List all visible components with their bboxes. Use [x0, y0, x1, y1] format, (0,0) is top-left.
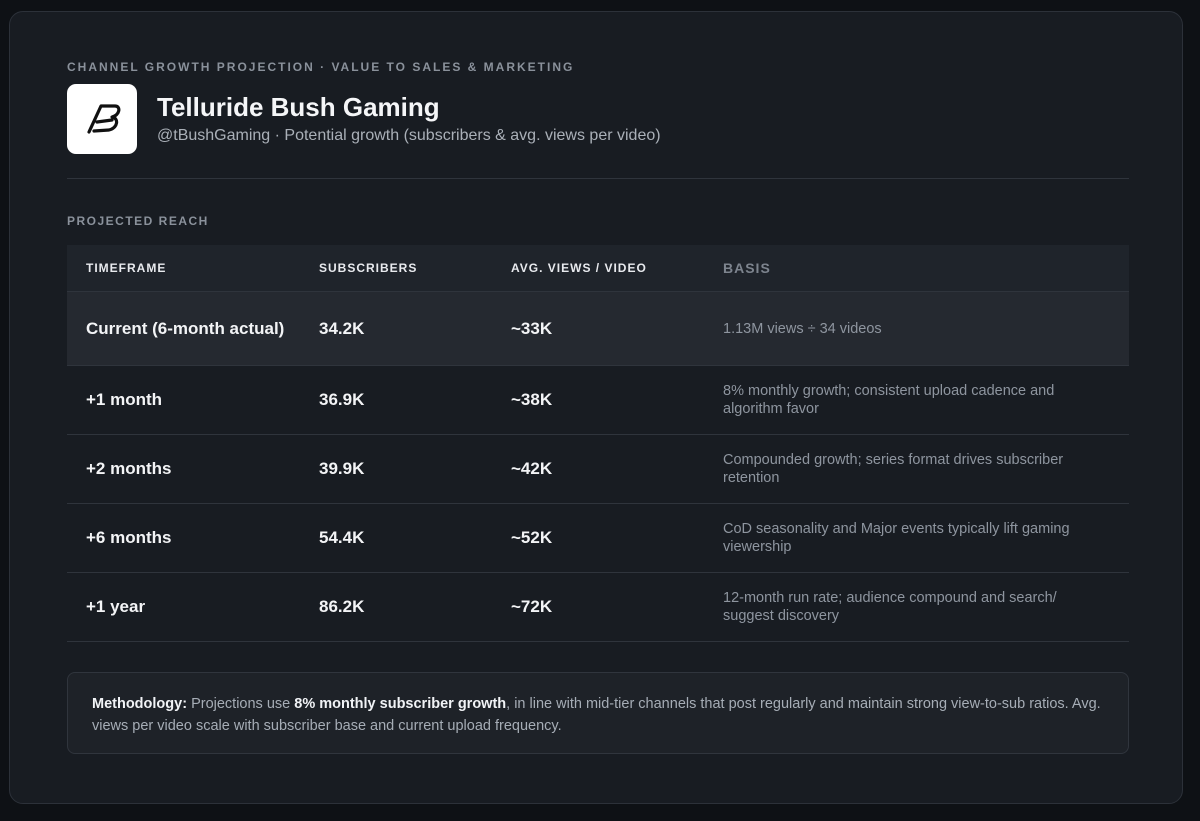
subscribers-cell: 36.9K	[300, 365, 492, 435]
timeframe-cell: +1 year	[67, 572, 300, 642]
basis-cell: Compounded growth; series format drives …	[704, 434, 1129, 504]
subscribers-cell: 54.4K	[300, 503, 492, 573]
views-cell: ~72K	[492, 572, 704, 642]
channel-logo	[67, 84, 137, 154]
basis-cell: CoD seasonality and Major events typical…	[704, 503, 1129, 573]
divider	[67, 178, 1129, 179]
timeframe-cell: Current (6-month actual)	[67, 291, 300, 366]
header-row: TIMEFRAME SUBSCRIBERS AVG. VIEWS / VIDEO…	[67, 245, 1129, 292]
table-row: +1 year 86.2K ~72K 12-month run rate; audie…	[67, 572, 1129, 642]
methodology-text: , in line with mid-tier channels that po…	[92, 696, 1101, 734]
views-cell: ~33K	[492, 291, 704, 366]
table-row: +1 month 36.9K ~38K 8% monthly growth; cons…	[67, 365, 1129, 435]
methodology-highlight: 8% monthly subscriber growth	[294, 696, 507, 712]
header-cell: SUBSCRIBERS	[300, 245, 492, 292]
basis-cell: 8% monthly growth; consistent upload cad…	[704, 365, 1129, 435]
table-row: +2 months 39.9K ~42K Compounded growth; ser…	[67, 434, 1129, 504]
table-body: Current (6-month actual) 34.2K ~33K 1.13M v…	[67, 291, 1129, 642]
basis-cell: 1.13M views ÷ 34 videos	[704, 291, 1129, 366]
projection-table: TIMEFRAME SUBSCRIBERS AVG. VIEWS / VIDEO…	[67, 245, 1129, 642]
table-head: TIMEFRAME SUBSCRIBERS AVG. VIEWS / VIDEO…	[67, 245, 1129, 292]
subscribers-cell: 34.2K	[300, 291, 492, 366]
header-cell: BASIS	[704, 245, 1129, 292]
timeframe-cell: +6 months	[67, 503, 300, 573]
eyebrow: CHANNEL GROWTH PROJECTION · VALUE TO SAL…	[67, 60, 575, 74]
views-cell: ~52K	[492, 503, 704, 573]
table-row: +6 months 54.4K ~52K CoD seasonality and Ma…	[67, 503, 1129, 573]
timeframe-cell: +2 months	[67, 434, 300, 504]
table-row: Current (6-month actual) 34.2K ~33K 1.13M v…	[67, 291, 1129, 366]
header-cell: AVG. VIEWS / VIDEO	[492, 245, 704, 292]
timeframe-cell: +1 month	[67, 365, 300, 435]
subscribers-cell: 86.2K	[300, 572, 492, 642]
basis-cell: 12-month run rate; audience compound and…	[704, 572, 1129, 642]
channel-title: Telluride Bush Gaming	[157, 92, 440, 122]
header-cell: TIMEFRAME	[67, 245, 300, 292]
logo-icon	[87, 104, 121, 134]
subscribers-cell: 39.9K	[300, 434, 492, 504]
card: CHANNEL GROWTH PROJECTION · VALUE TO SAL…	[9, 11, 1183, 804]
methodology-note: Methodology: Projections use 8% monthly …	[67, 672, 1129, 754]
section-label: PROJECTED REACH	[67, 214, 209, 228]
views-cell: ~42K	[492, 434, 704, 504]
channel-subtitle: @tBushGaming · Potential growth (subscri…	[157, 127, 661, 144]
views-cell: ~38K	[492, 365, 704, 435]
methodology-label: Methodology:	[92, 696, 188, 712]
methodology-text: Projections use	[191, 696, 291, 712]
